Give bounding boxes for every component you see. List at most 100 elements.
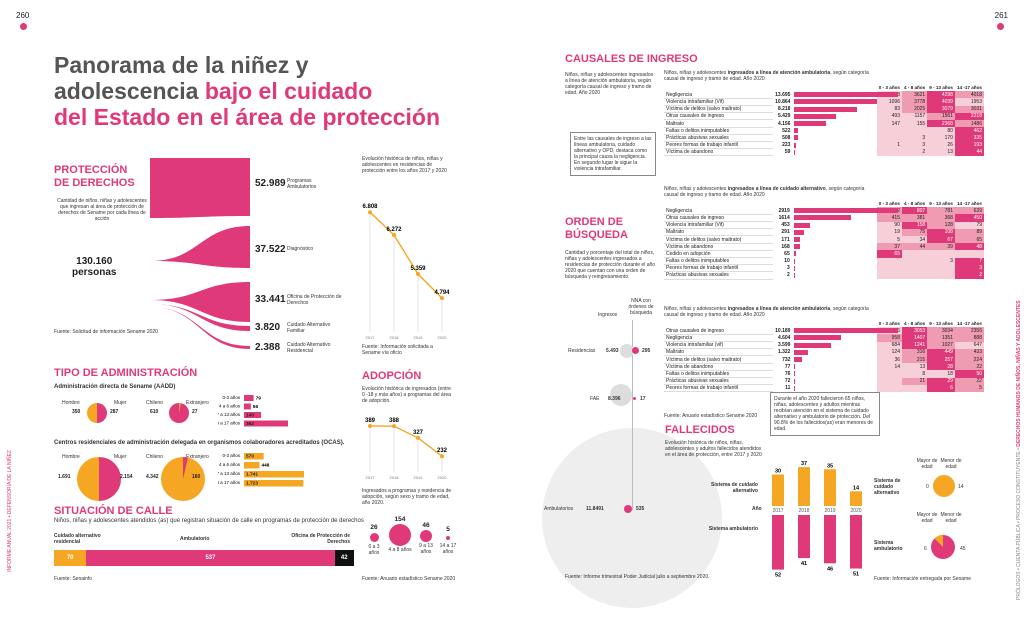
row-label: Víctima de abandono <box>664 363 773 371</box>
age-cell: 18 <box>927 370 955 378</box>
bar-value: 51 <box>853 572 859 578</box>
row-total: 2 <box>786 272 790 279</box>
table-row: Peores formas de trabajo infantil 3 3 <box>664 264 984 273</box>
age-cell: 3 <box>902 134 928 142</box>
series-line <box>369 211 443 299</box>
age-cell: 22 <box>954 363 984 371</box>
row-total: 77 <box>784 363 791 370</box>
row-bar-cell <box>792 113 876 120</box>
table-row: Violencia intrafamiliar (Vif) 453 90 158 128… <box>664 221 984 230</box>
orden-col-ingresos: Ingresos <box>598 312 618 318</box>
aadd-mujer-label: Mujer <box>114 400 127 406</box>
age-cell <box>876 127 902 135</box>
page-number-left: 260 <box>16 11 30 20</box>
proteccion-heading: PROTECCIÓN DE DERECHOS <box>54 164 135 189</box>
age-cell <box>876 148 902 156</box>
age-header: 9 - 13 años <box>929 85 953 91</box>
age-cell: 449 <box>927 348 955 356</box>
page-dot-right <box>997 23 1004 30</box>
table-row: Maltrato 1.322 124 316 449 433 <box>664 348 984 357</box>
row-total: 59 <box>784 149 791 156</box>
row-total: 10.864 <box>775 98 791 105</box>
age-cell: 13 <box>927 148 955 156</box>
table3-grid: 0 - 3 años 4 - 8 años 9 - 13 años 14 -17 añ… <box>664 320 984 393</box>
age-cell: 3778 <box>902 98 928 106</box>
orden-row: Ambulatorios 11.8491 535 <box>544 505 645 513</box>
row-total: 11 <box>785 385 791 392</box>
age-header: 4 - 8 años <box>904 321 926 327</box>
row-label: Negligencia <box>664 207 773 215</box>
pie-cuidado <box>933 475 955 497</box>
table-row: Víctima de abandono 77 14 13 28 22 <box>664 363 984 371</box>
row-label: Víctima de abandono <box>664 148 773 157</box>
age-cell: 2356 <box>954 327 984 335</box>
row-bar <box>793 265 795 271</box>
age-cell: 1486 <box>954 119 984 128</box>
age-cell: 3031 <box>954 105 984 113</box>
age-cell: 647 <box>954 341 984 349</box>
age-cell: 3079 <box>927 105 955 113</box>
row-label: Otras causales de ingreso <box>664 214 773 223</box>
age-cell: 224 <box>954 355 984 364</box>
row-bar <box>794 385 796 391</box>
row-bar <box>794 106 857 112</box>
row-label: Maltrato <box>664 119 773 128</box>
bar-cuidado <box>798 467 810 506</box>
row-total: 76 <box>784 370 791 377</box>
row-bar <box>794 328 899 334</box>
ocas-mujer: 2.154 <box>120 474 133 480</box>
x-tick-label: 2019 <box>824 508 835 514</box>
row-bar <box>794 135 799 141</box>
row-bar <box>794 128 799 134</box>
table-header-row: 0 - 3 años 4 - 8 años 9 - 13 años 14 -17 añ… <box>664 84 984 91</box>
bar-value: 570 <box>246 454 254 460</box>
age-cell: 433 <box>954 348 984 356</box>
age-cell: 14 <box>876 363 902 371</box>
x-tick-label: 2019 <box>414 475 424 480</box>
bubble-item: 5 14 a 17 años <box>439 526 457 555</box>
row-label: Peores formas de trabajo infantil <box>664 384 773 393</box>
table-row: Negligencia2919642807781639 <box>664 207 984 215</box>
row-bar-cell <box>792 91 899 98</box>
row-bar-cell <box>792 142 876 149</box>
row-bar-cell <box>792 385 876 392</box>
row-label: Prácticas abusivas sexuales <box>664 271 773 280</box>
row-bar-cell <box>792 334 876 341</box>
age-cell: 888 <box>954 334 984 342</box>
aadd-mujer: 287 <box>110 409 119 415</box>
ocas-mujer-label: Mujer <box>114 454 127 460</box>
age-cell: 34 <box>901 235 928 244</box>
age-cell: 37 <box>876 243 902 251</box>
calle-segment: 537 <box>86 550 335 566</box>
aadd-extranjero: 27 <box>192 409 198 415</box>
age-cell <box>876 377 902 385</box>
bar-value: 41 <box>801 561 807 567</box>
age-cell <box>901 271 928 280</box>
age-cell: 639 <box>954 207 984 215</box>
data-label: 4.794 <box>434 290 450 296</box>
row-label: Cedido en adopción <box>664 250 773 259</box>
age-cell: 4018 <box>954 91 984 99</box>
ocas-extranjero: 160 <box>192 474 201 480</box>
row-label: Otras causales de ingreso <box>664 112 773 121</box>
evolucion-source: Fuente: Información solicitada a Sename … <box>362 344 433 356</box>
row-bar-cell <box>792 363 876 370</box>
age-cell: 335 <box>954 134 984 142</box>
age-cell: 124 <box>876 348 902 356</box>
age-cell <box>901 250 928 258</box>
category-label: 0-3 años <box>222 453 240 458</box>
bar <box>244 420 288 427</box>
bar <box>244 462 260 469</box>
table-row: Maltrato 291 19 75 108 89 <box>664 228 984 237</box>
row-label: Peores formas de trabajo infantil <box>664 141 773 150</box>
row-bar <box>793 251 797 257</box>
row-bar-cell <box>792 250 877 257</box>
data-label: 232 <box>437 448 448 454</box>
causales-source: Fuente: Anuario estadístico Sename 2020 <box>664 413 758 419</box>
data-point <box>368 423 372 428</box>
age-cell: 80 <box>927 127 955 135</box>
age-cell <box>927 271 955 280</box>
row-label: Negligencia <box>664 91 773 99</box>
adopcion-bubbles: 26 0 a 3 años 154 4 a 8 años 46 9 a 13 años… <box>362 514 458 574</box>
